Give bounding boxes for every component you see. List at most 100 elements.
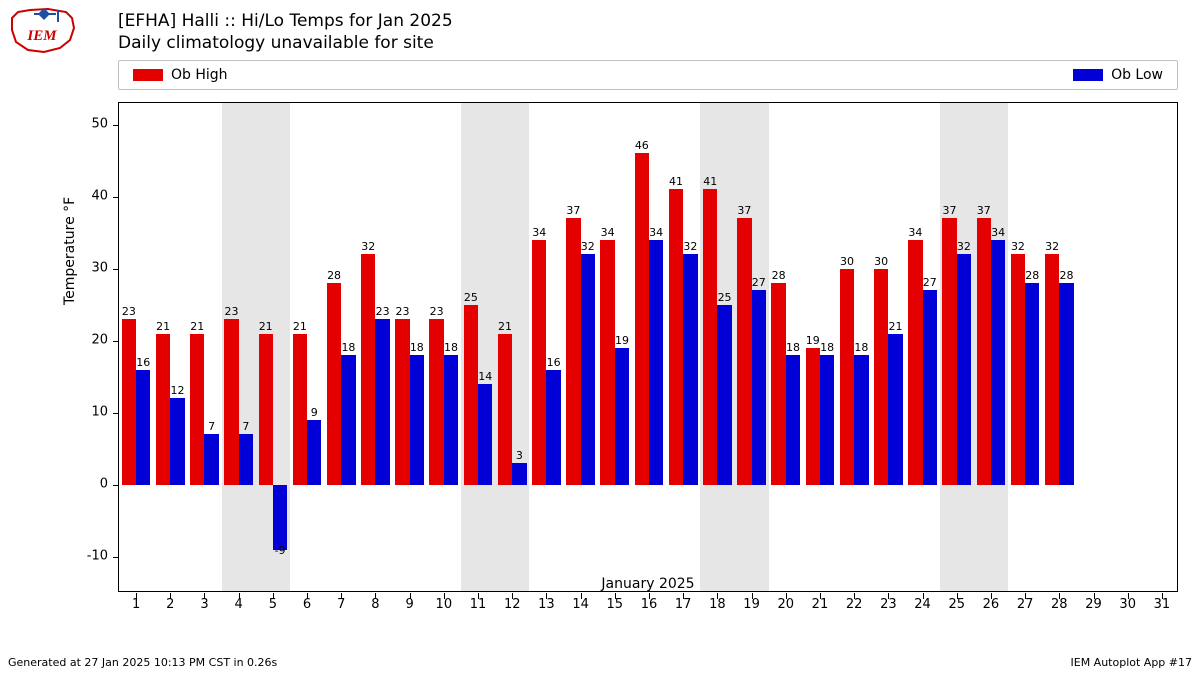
bar-high-label: 28 bbox=[772, 269, 786, 282]
bar-high-label: 37 bbox=[977, 204, 991, 217]
bar-high-label: 34 bbox=[601, 226, 615, 239]
x-axis-label: January 2025 bbox=[118, 576, 1178, 592]
bar-high-label: 30 bbox=[874, 255, 888, 268]
bar-low-label: 34 bbox=[649, 226, 663, 239]
svg-text:IEM: IEM bbox=[26, 28, 57, 44]
xtick-label: 3 bbox=[200, 597, 208, 612]
footer-generated: Generated at 27 Jan 2025 10:13 PM CST in… bbox=[8, 656, 277, 669]
bar-high-label: 37 bbox=[943, 204, 957, 217]
bar-high-label: 28 bbox=[327, 269, 341, 282]
xtick-label: 29 bbox=[1085, 597, 1102, 612]
bar-high bbox=[532, 240, 546, 485]
bar-high-label: 37 bbox=[737, 204, 751, 217]
xtick-label: 6 bbox=[303, 597, 311, 612]
bar-low-label: 18 bbox=[341, 341, 355, 354]
bar-low-label: 18 bbox=[854, 341, 868, 354]
bar-high-label: 32 bbox=[1011, 240, 1025, 253]
bar-high bbox=[122, 319, 136, 485]
bar-low-label: 32 bbox=[683, 240, 697, 253]
bar-low bbox=[136, 370, 150, 485]
bar-high bbox=[464, 305, 478, 485]
bar-low bbox=[341, 355, 355, 485]
bar-low-label: 18 bbox=[786, 341, 800, 354]
bar-high-label: 23 bbox=[122, 305, 136, 318]
ytick-label: 10 bbox=[68, 404, 108, 419]
xtick-label: 16 bbox=[641, 597, 658, 612]
bar-high-label: 46 bbox=[635, 139, 649, 152]
bar-high bbox=[600, 240, 614, 485]
bar-high bbox=[1045, 254, 1059, 485]
bar-high bbox=[703, 189, 717, 484]
bar-high bbox=[156, 334, 170, 485]
xtick-label: 12 bbox=[504, 597, 521, 612]
bar-low-label: 14 bbox=[478, 370, 492, 383]
bar-low bbox=[786, 355, 800, 485]
bar-low-label: 18 bbox=[410, 341, 424, 354]
bar-low-label: 18 bbox=[820, 341, 834, 354]
ytick-label: -10 bbox=[68, 548, 108, 563]
chart-title: [EFHA] Halli :: Hi/Lo Temps for Jan 2025… bbox=[118, 10, 453, 54]
bar-low bbox=[717, 305, 731, 485]
xtick-label: 5 bbox=[269, 597, 277, 612]
legend-low-label: Ob Low bbox=[1111, 67, 1163, 83]
legend-high-label: Ob High bbox=[171, 67, 228, 83]
bar-low-label: 34 bbox=[991, 226, 1005, 239]
bar-low-label: 28 bbox=[1025, 269, 1039, 282]
bar-low-label: 3 bbox=[516, 449, 523, 462]
ytick-label: 30 bbox=[68, 260, 108, 275]
xtick-label: 9 bbox=[406, 597, 414, 612]
xtick-label: 24 bbox=[914, 597, 931, 612]
xtick-label: 15 bbox=[607, 597, 624, 612]
bar-high bbox=[395, 319, 409, 485]
bar-high bbox=[737, 218, 751, 485]
ytick-label: 20 bbox=[68, 332, 108, 347]
bar-low bbox=[512, 463, 526, 485]
bar-low-label: 16 bbox=[136, 356, 150, 369]
legend-high-swatch bbox=[133, 69, 163, 81]
xtick-label: 21 bbox=[812, 597, 829, 612]
ytick-label: 0 bbox=[68, 476, 108, 491]
bar-low bbox=[820, 355, 834, 485]
bar-high bbox=[1011, 254, 1025, 485]
bar-low-label: 28 bbox=[1060, 269, 1074, 282]
xtick-label: 10 bbox=[436, 597, 453, 612]
xtick-label: 4 bbox=[235, 597, 243, 612]
bar-high bbox=[874, 269, 888, 485]
bar-low-label: 7 bbox=[208, 420, 215, 433]
bar-low-label: 21 bbox=[889, 320, 903, 333]
bar-high bbox=[942, 218, 956, 485]
bar-high-label: 37 bbox=[566, 204, 580, 217]
bar-high-label: 21 bbox=[259, 320, 273, 333]
bar-high bbox=[361, 254, 375, 485]
ytick-mark bbox=[113, 125, 119, 126]
bar-high-label: 41 bbox=[703, 175, 717, 188]
xtick-label: 8 bbox=[371, 597, 379, 612]
bar-low bbox=[649, 240, 663, 485]
bar-high bbox=[566, 218, 580, 485]
bar-low-label: 32 bbox=[957, 240, 971, 253]
bar-high bbox=[498, 334, 512, 485]
bar-low bbox=[854, 355, 868, 485]
plot-region: 1234567891011121314151617181920212223242… bbox=[118, 102, 1178, 592]
xtick-label: 11 bbox=[470, 597, 487, 612]
ytick-mark bbox=[113, 197, 119, 198]
bar-high bbox=[635, 153, 649, 484]
bar-low bbox=[375, 319, 389, 485]
xtick-label: 30 bbox=[1119, 597, 1136, 612]
xtick-label: 14 bbox=[572, 597, 589, 612]
bar-high-label: 21 bbox=[498, 320, 512, 333]
ytick-mark bbox=[113, 557, 119, 558]
bar-high-label: 21 bbox=[293, 320, 307, 333]
bar-low-label: 16 bbox=[547, 356, 561, 369]
bar-low bbox=[204, 434, 218, 484]
bar-low bbox=[307, 420, 321, 485]
bar-low bbox=[478, 384, 492, 485]
xtick-label: 19 bbox=[743, 597, 760, 612]
bar-low-label: 18 bbox=[444, 341, 458, 354]
bar-high-label: 21 bbox=[156, 320, 170, 333]
bar-low-label: 12 bbox=[170, 384, 184, 397]
bar-high bbox=[327, 283, 341, 485]
bar-low bbox=[239, 434, 253, 484]
bar-high-label: 23 bbox=[430, 305, 444, 318]
xtick-label: 26 bbox=[983, 597, 1000, 612]
